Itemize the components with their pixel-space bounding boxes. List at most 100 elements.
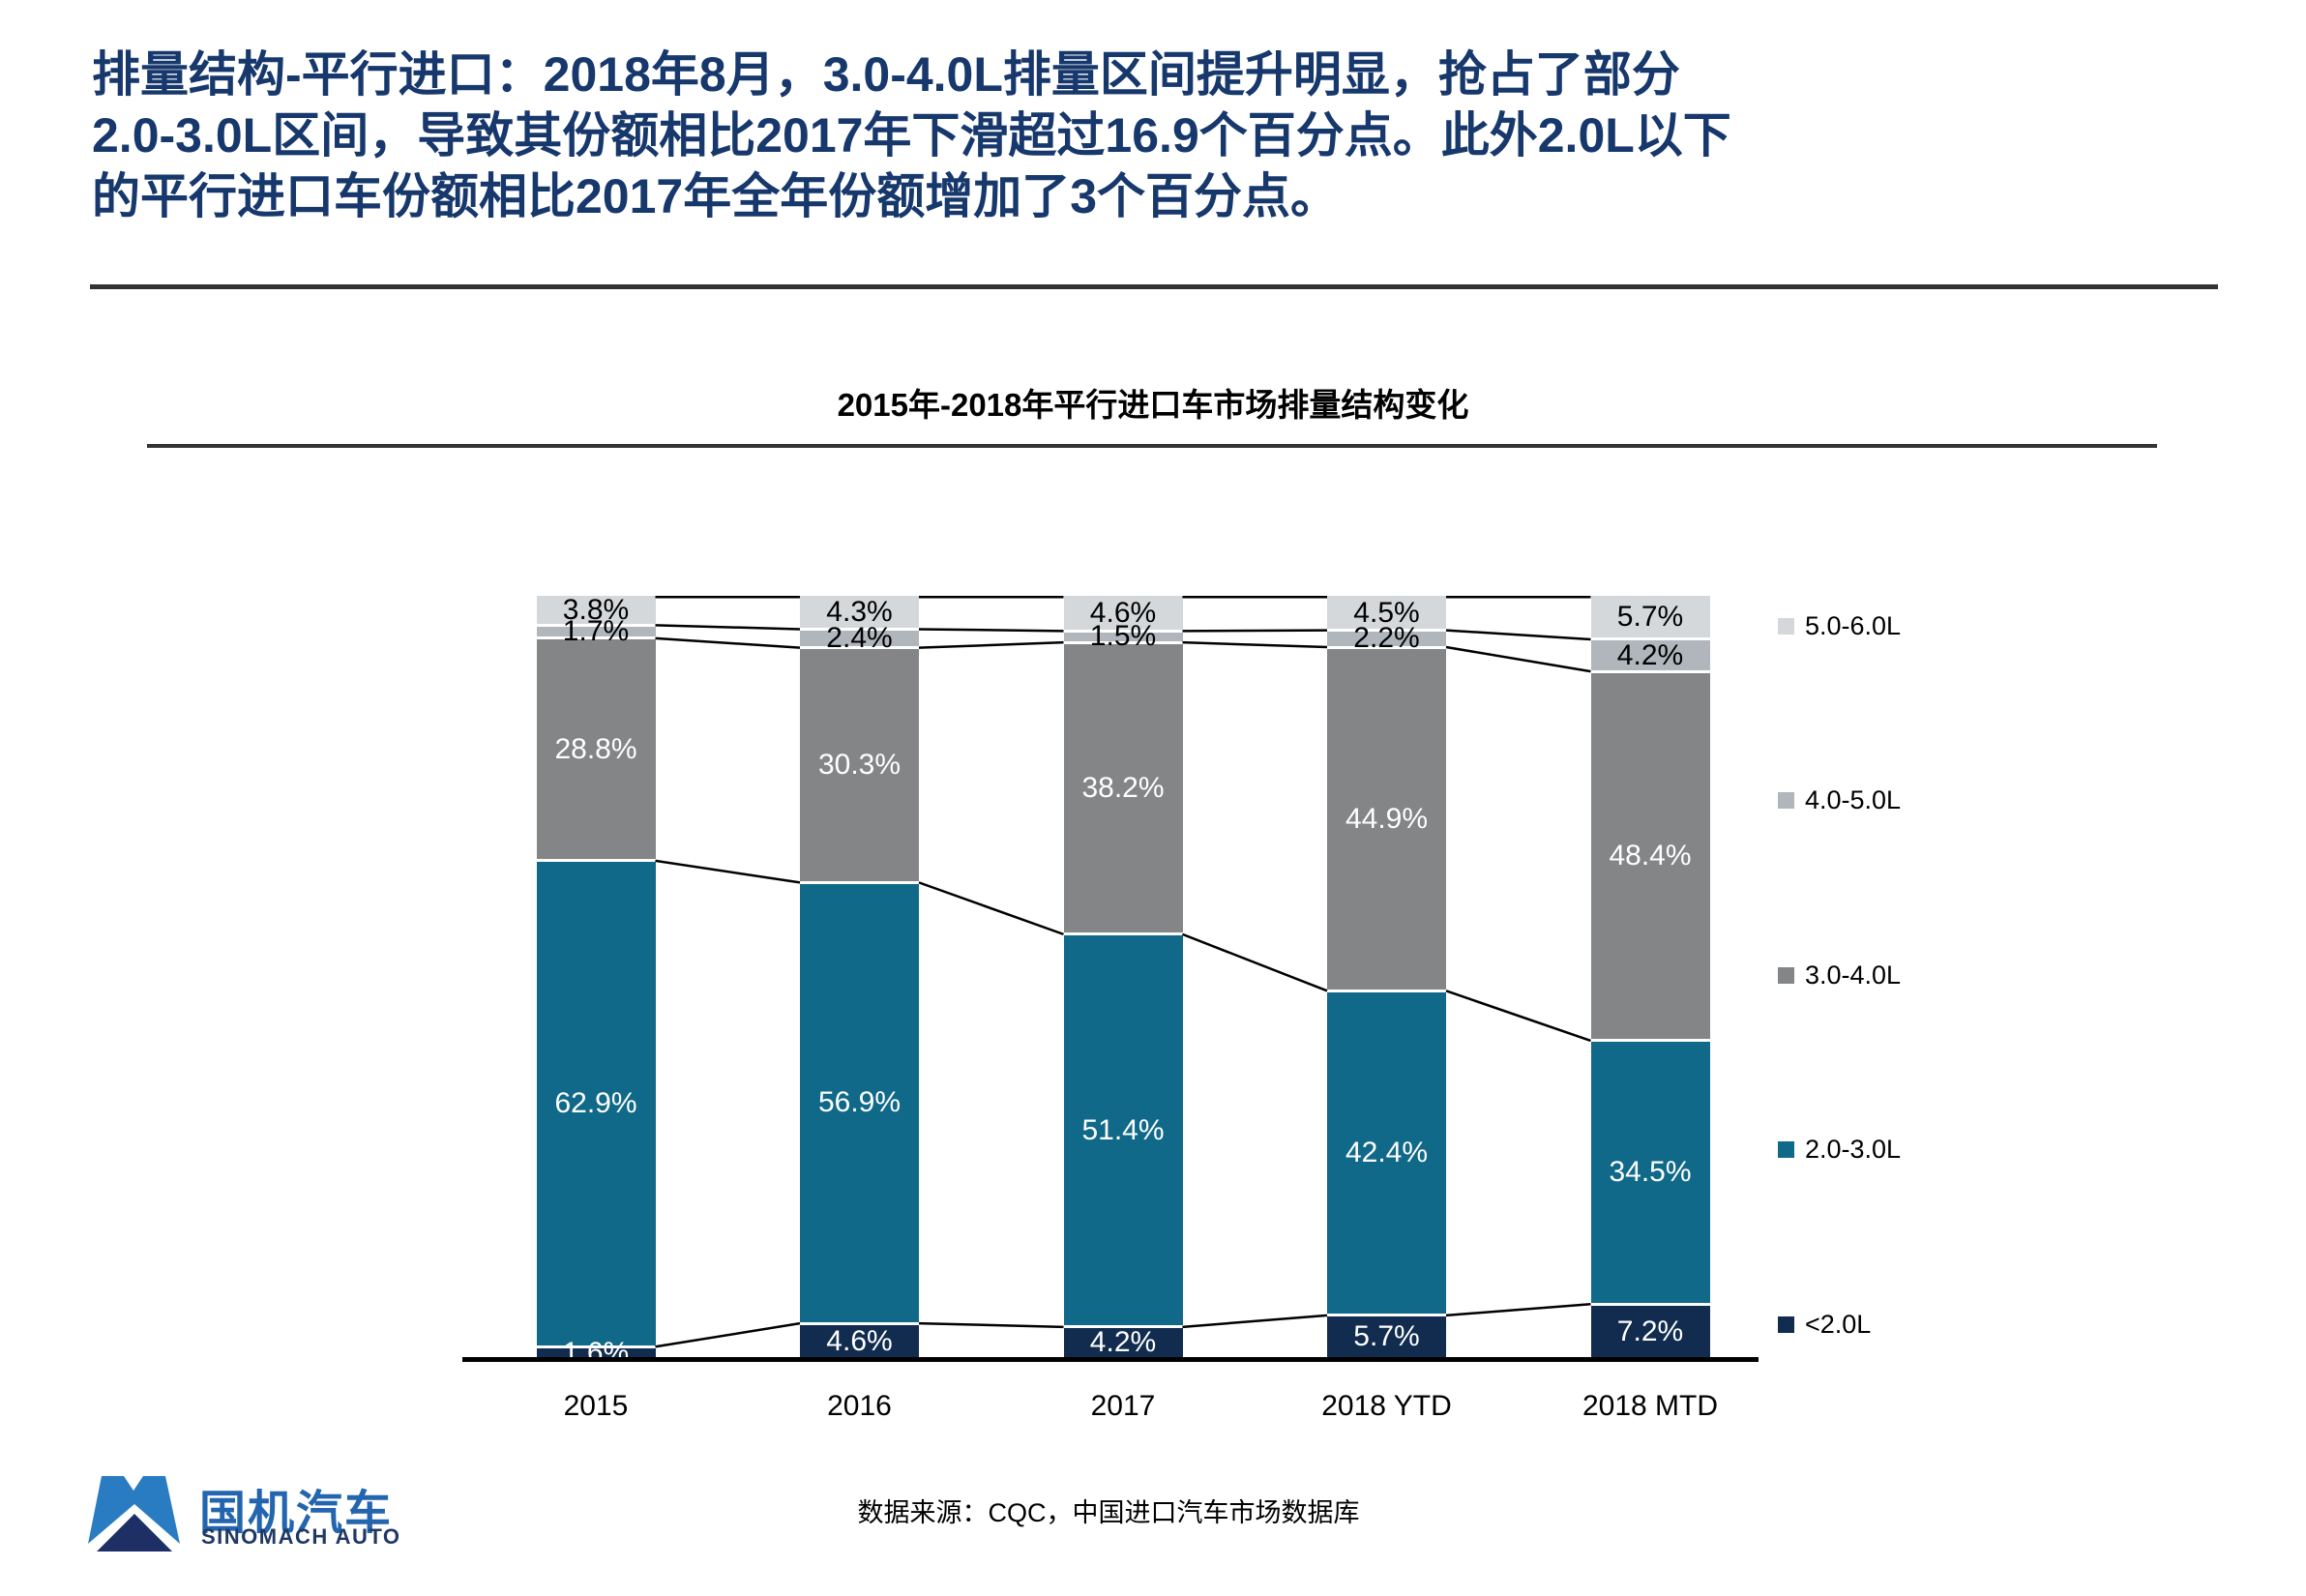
data-label-<2.0L-2018 YTD: 5.7% [1353, 1320, 1420, 1353]
data-label-5.0-6.0L-2016: 4.3% [826, 596, 893, 629]
page-title-line-3: 的平行进口车份额相比2017年全年份额增加了3个百分点。 [92, 169, 1340, 223]
connector-line [918, 881, 1064, 936]
bar-segment-4.0-5.0L-2018 YTD [1327, 630, 1446, 648]
data-label-2.0-3.0L-2017: 51.4% [1081, 1113, 1165, 1146]
bar-segment-<2.0L-2015 [536, 1346, 656, 1359]
connector-line [918, 628, 1064, 633]
data-label-<2.0L-2017: 4.2% [1089, 1326, 1157, 1359]
connector-line [1445, 629, 1591, 641]
bar-segment-2.0-3.0L-2016 [800, 882, 919, 1324]
data-label-5.0-6.0L-2017: 4.6% [1089, 597, 1157, 630]
chart-title-divider [147, 444, 2157, 448]
connector-line [655, 859, 801, 884]
x-axis-label-2015: 2015 [563, 1390, 629, 1422]
segment-separator [1590, 1302, 1710, 1306]
connector-line [1182, 629, 1328, 633]
bar-segment-5.0-6.0L-2015 [536, 596, 656, 626]
data-label-3.0-4.0L-2018 MTD: 48.4% [1609, 840, 1692, 872]
bar-segment-4.0-5.0L-2018 MTD [1590, 638, 1710, 672]
data-label-2.0-3.0L-2018 MTD: 34.5% [1609, 1156, 1692, 1189]
segment-separator [1590, 1039, 1710, 1043]
segment-separator [1590, 669, 1710, 673]
bar-segment-3.0-4.0L-2018 YTD [1327, 647, 1446, 991]
data-label-5.0-6.0L-2018 YTD: 4.5% [1353, 596, 1420, 629]
legend-item-2.0-3.0L: 2.0-3.0L [1778, 1134, 1901, 1167]
bar-segment-<2.0L-2017 [1063, 1326, 1183, 1359]
title-divider [90, 284, 2218, 289]
x-axis-label-2018 MTD: 2018 MTD [1582, 1390, 1719, 1422]
connector-line [1445, 645, 1591, 673]
segment-separator [800, 646, 919, 650]
legend-label: 4.0-5.0L [1805, 785, 1902, 814]
bar-segment-<2.0L-2018 YTD [1327, 1315, 1446, 1359]
legend-swatch-icon [1778, 966, 1794, 984]
page-title: 排量结构-平行进口：2018年8月，3.0-4.0L排量区间提升明显，抢占了部分… [92, 44, 1731, 227]
connector-line [918, 640, 1064, 649]
bar-segment-2.0-3.0L-2017 [1063, 933, 1183, 1327]
x-axis-label-2017: 2017 [1090, 1390, 1156, 1422]
sinomach-logo-icon [88, 1476, 180, 1552]
data-label-3.0-4.0L-2015: 28.8% [554, 732, 637, 765]
connector-line [1182, 1314, 1328, 1329]
connector-line [1182, 932, 1328, 992]
data-label-4.0-5.0L-2017: 1.5% [1089, 620, 1157, 653]
data-label-3.0-4.0L-2016: 30.3% [817, 749, 902, 782]
legend-label: <2.0L [1805, 1309, 1872, 1339]
connector-line [1445, 990, 1591, 1043]
data-label-4.0-5.0L-2016: 2.4% [826, 622, 893, 655]
data-label-2.0-3.0L-2016: 56.9% [817, 1086, 902, 1119]
data-label-2.0-3.0L-2018 YTD: 42.4% [1345, 1137, 1429, 1169]
logo-text: 国机汽车 [199, 1488, 394, 1539]
segment-separator [1327, 629, 1446, 633]
bar-segment-4.0-5.0L-2017 [1063, 631, 1183, 643]
legend-item-3.0-4.0L: 3.0-4.0L [1778, 959, 1901, 991]
data-label-<2.0L-2016: 4.6% [826, 1324, 893, 1357]
segment-separator [536, 1345, 656, 1348]
data-label-4.0-5.0L-2015: 1.7% [562, 615, 630, 648]
segment-separator [800, 627, 919, 631]
legend-label: 2.0-3.0L [1805, 1135, 1902, 1164]
bar-segment-5.0-6.0L-2018 YTD [1327, 596, 1446, 631]
segment-separator [1327, 645, 1446, 649]
connector-line [918, 1321, 1064, 1329]
segment-separator [1327, 989, 1446, 992]
connector-line [1445, 1302, 1591, 1317]
page-title-line-2: 2.0-3.0L区间，导致其份额相比2017年下滑超过16.9个百分点。此外2.… [92, 108, 1731, 163]
bar-segment-5.0-6.0L-2017 [1063, 596, 1183, 632]
connector-line [1182, 640, 1328, 649]
connector-line [655, 636, 801, 649]
connector-line [655, 1321, 801, 1348]
logo: 国机汽车 SINOMACH AUTO [87, 1466, 590, 1563]
connector-line [655, 624, 801, 631]
bar-segment-3.0-4.0L-2017 [1063, 642, 1183, 934]
segment-separator [536, 636, 656, 640]
legend-item-5.0-6.0L: 5.0-6.0L [1778, 609, 1901, 642]
legend-label: 3.0-4.0L [1805, 960, 1902, 990]
bar-segment-5.0-6.0L-2016 [800, 596, 919, 630]
logo-mountain-blue [88, 1476, 180, 1544]
data-label-3.0-4.0L-2017: 38.2% [1081, 772, 1165, 805]
data-label-<2.0L-2015: 1.6% [562, 1336, 630, 1369]
segment-separator [1063, 629, 1183, 633]
data-label-<2.0L-2018 MTD: 7.2% [1616, 1315, 1684, 1347]
chart-title: 2015年-2018年平行进口车市场排量结构变化 [837, 387, 1469, 423]
x-axis-label-2016: 2016 [827, 1390, 892, 1422]
bar-segment-3.0-4.0L-2015 [536, 637, 656, 861]
segment-separator [1590, 637, 1710, 641]
bar-segment-5.0-6.0L-2018 MTD [1590, 596, 1710, 639]
legend-item-<2.0L: <2.0L [1778, 1308, 1871, 1341]
legend-swatch-icon [1778, 617, 1794, 635]
data-label-5.0-6.0L-2015: 3.8% [562, 594, 630, 627]
logo-mountain-navy [97, 1514, 172, 1552]
legend-label: 5.0-6.0L [1805, 610, 1902, 640]
bar-segment-3.0-4.0L-2018 MTD [1590, 671, 1710, 1041]
logo-subtitle: SINOMACH AUTO [201, 1524, 401, 1549]
bar-segment-3.0-4.0L-2016 [800, 647, 919, 883]
segment-separator [1063, 932, 1183, 936]
legend-item-4.0-5.0L: 4.0-5.0L [1778, 784, 1901, 817]
segment-separator [800, 880, 919, 884]
segment-separator [1327, 1314, 1446, 1317]
bar-segment-4.0-5.0L-2015 [536, 625, 656, 638]
